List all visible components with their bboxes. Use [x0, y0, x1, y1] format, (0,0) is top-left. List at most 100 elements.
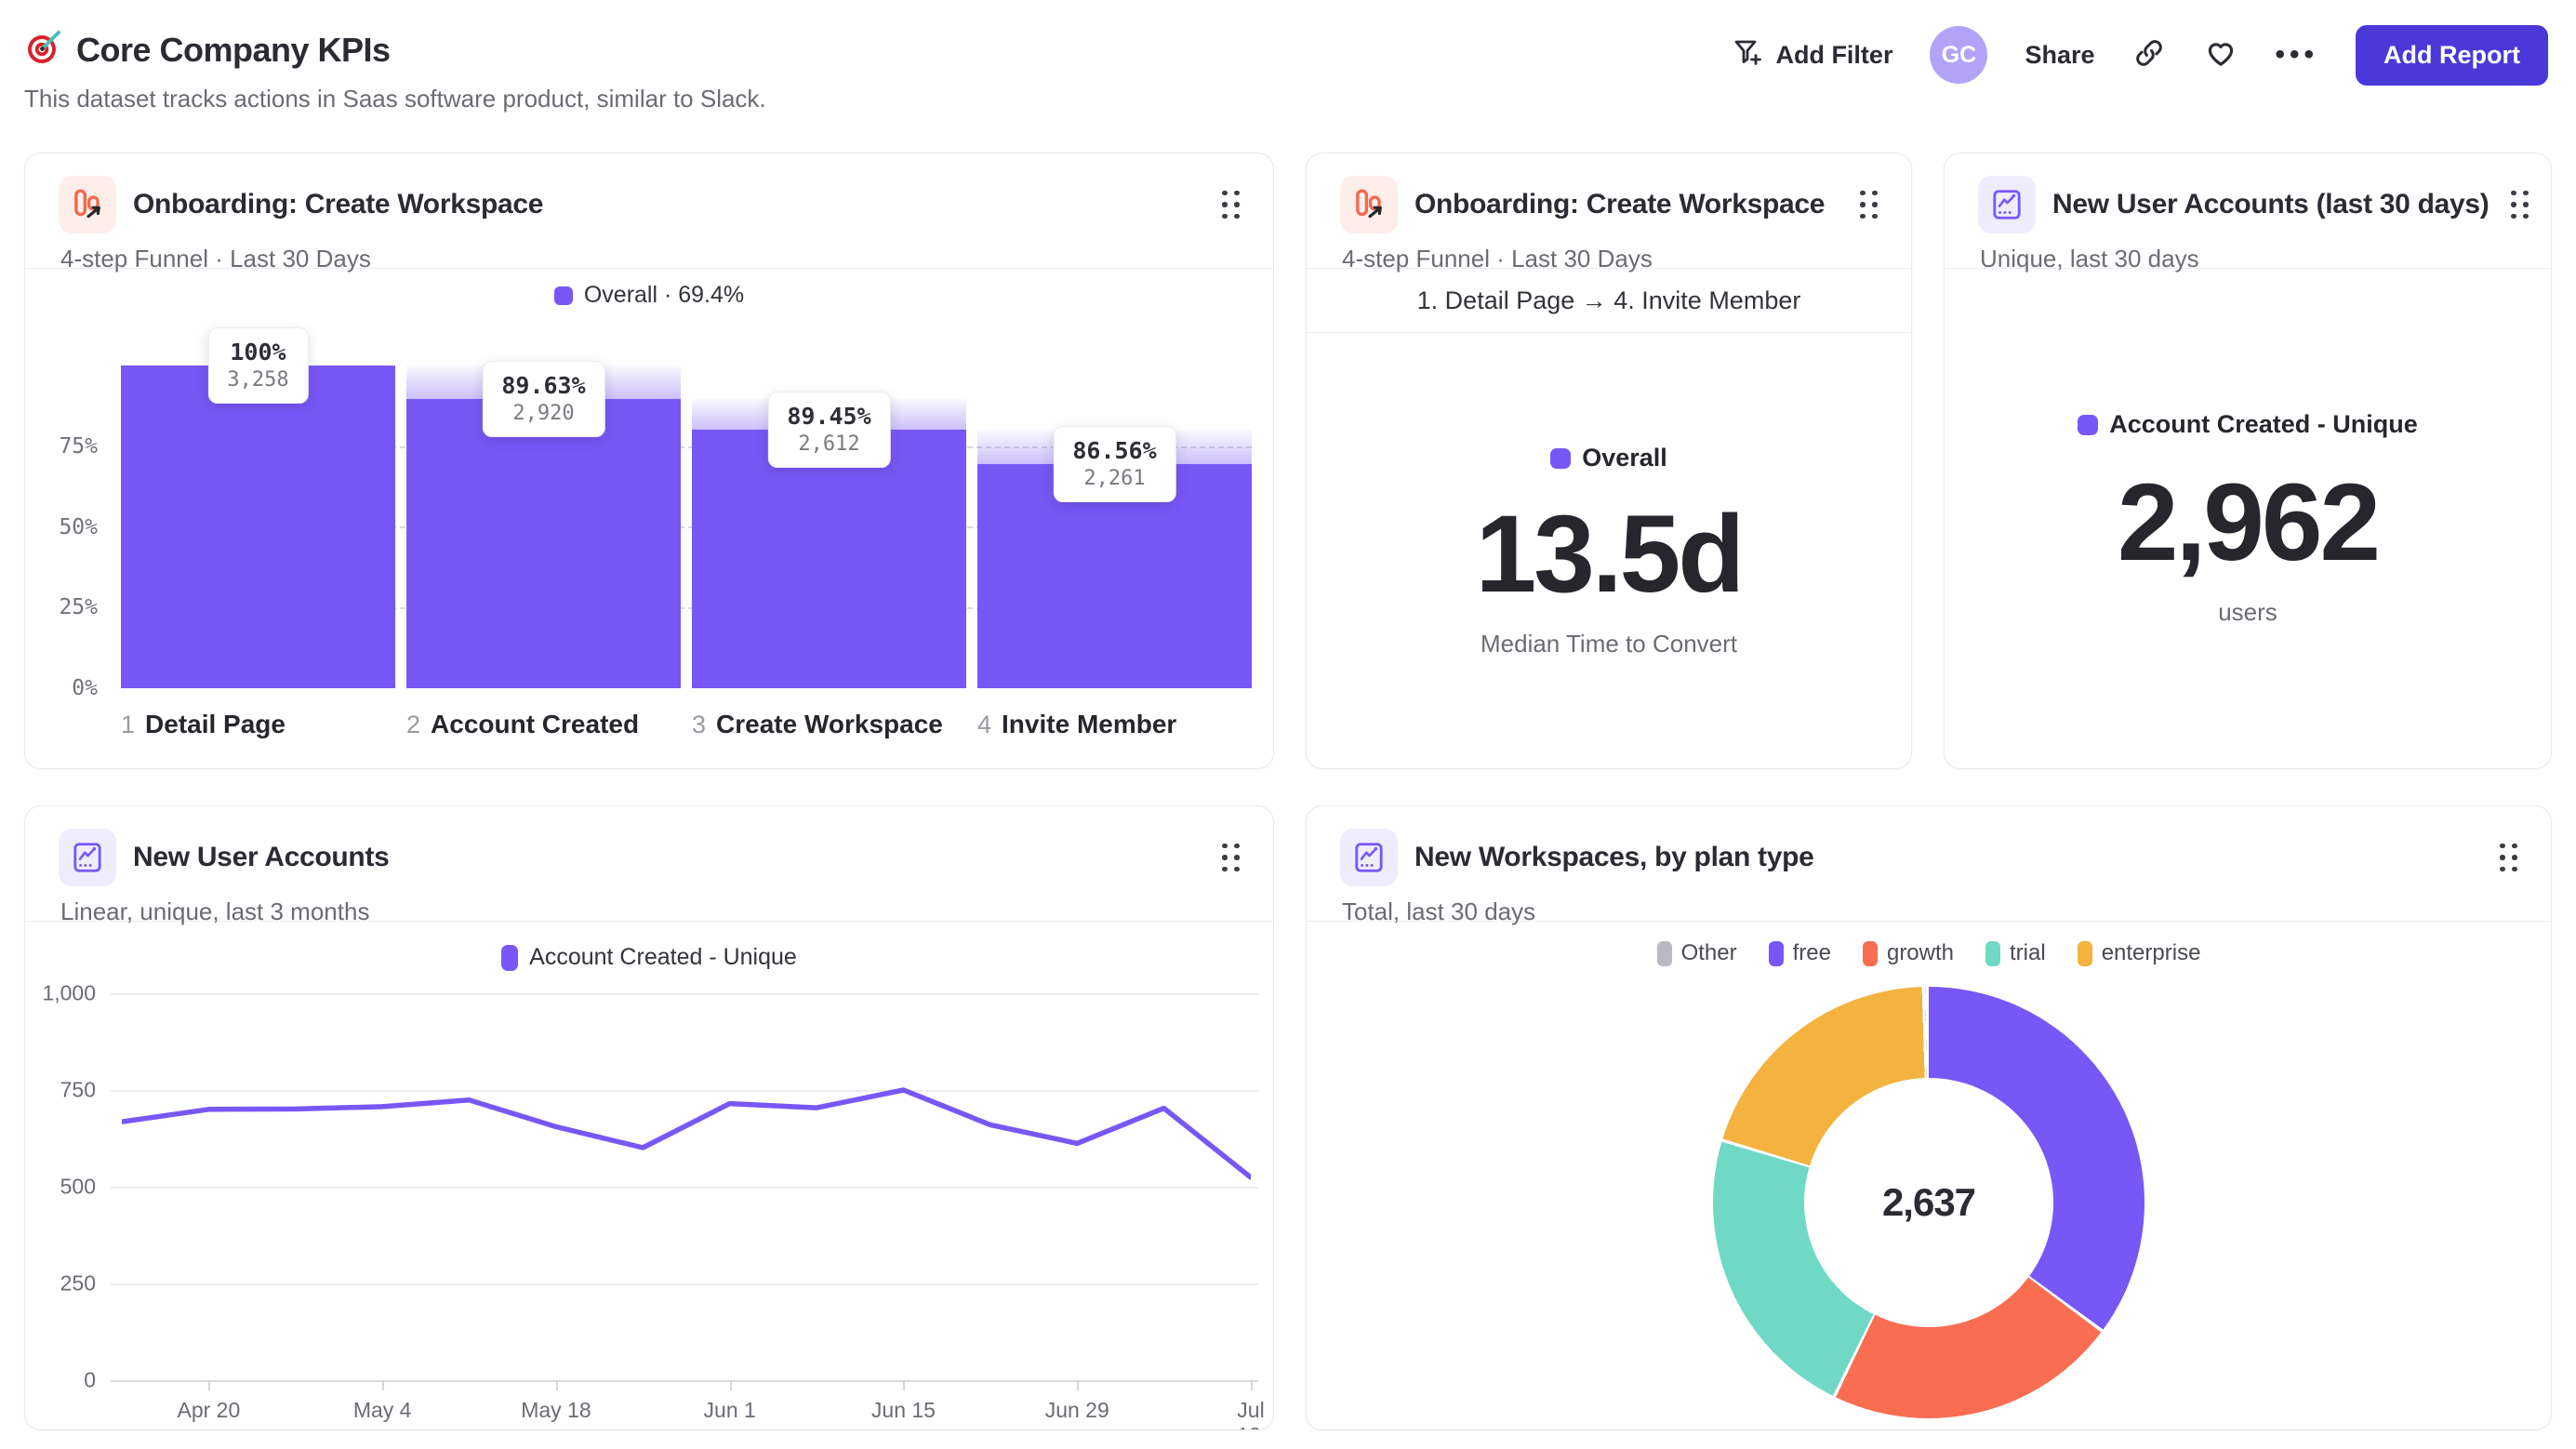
legend-swatch — [1550, 447, 1572, 469]
toolbar: Add Filter GC Share ••• Add Report — [1731, 22, 2548, 87]
x-tick-mark — [382, 1380, 385, 1390]
new-user-accounts-card: New User Accounts (last 30 days) Unique,… — [1944, 153, 2552, 769]
funnel-legend[interactable]: Overall · 69.4% — [25, 282, 1273, 309]
funnel-card-header: Onboarding: Create Workspace 4-step Funn… — [25, 153, 1273, 273]
step-label-1: 1 Detail Page — [121, 710, 285, 738]
drag-handle-icon[interactable] — [1216, 185, 1245, 225]
funnel-bar-invite-member[interactable]: 86.56% 2,261 — [977, 366, 1252, 688]
donut-card-title: New Workspaces, by plan type — [1414, 842, 1814, 872]
bignum-card-header: New User Accounts (last 30 days) Unique,… — [1945, 153, 2551, 273]
x-tick-mark — [729, 1380, 732, 1390]
funnel-value-label: 100% 3,258 — [207, 327, 309, 404]
funnel-value-label: 89.45% 2,612 — [767, 391, 891, 468]
trend-legend-label: Account Created - Unique — [529, 944, 797, 970]
legend-swatch — [2078, 414, 2099, 435]
funnel-card-title: Onboarding: Create Workspace — [133, 189, 544, 219]
page-title: Core Company KPIs — [76, 30, 391, 69]
funnel-value-label: 86.56% 2,261 — [1053, 426, 1176, 503]
target-dart-icon — [24, 28, 63, 72]
legend-item-other[interactable]: Other — [1656, 940, 1737, 966]
trend-gridlines — [111, 993, 1258, 1382]
x-tick-mark — [555, 1380, 558, 1390]
trend-x-label: Jun 15 — [870, 1398, 936, 1422]
legend-swatch — [1656, 940, 1672, 966]
bignum-card-subtitle: Unique, last 30 days — [1980, 245, 2199, 273]
add-filter-label: Add Filter — [1775, 40, 1893, 69]
gridline-25 — [121, 607, 1252, 609]
median-caption: Median Time to Convert — [1480, 630, 1737, 658]
drag-handle-icon[interactable] — [2494, 838, 2523, 878]
trend-x-label: Apr 20 — [177, 1398, 241, 1422]
bignum-caption-wrap: users — [1945, 598, 2551, 627]
copy-link-icon[interactable] — [2132, 36, 2166, 74]
trend-x-label: May 18 — [521, 1398, 591, 1422]
insights-chart-icon — [1340, 829, 1398, 886]
trend-legend[interactable]: Account Created - Unique — [25, 944, 1273, 971]
step-label-3: 3 Create Workspace — [692, 710, 943, 738]
trend-card-subtitle: Linear, unique, last 3 months — [60, 897, 370, 925]
median-card-title: Onboarding: Create Workspace — [1414, 189, 1826, 219]
funnel-bar-account-created[interactable]: 89.63% 2,920 — [406, 360, 681, 688]
page-header: Core Company KPIs This dataset tracks ac… — [24, 28, 766, 113]
bignum-value-wrap: 2,962 — [1945, 468, 2551, 578]
funnel-bar-detail-page[interactable]: 100% 3,258 — [121, 327, 395, 688]
filter-plus-icon — [1731, 35, 1764, 75]
legend-item-growth[interactable]: growth — [1862, 940, 1954, 966]
gridline-50 — [121, 526, 1252, 528]
funnel-step-range: 1. Detail Page → 4. Invite Member — [1307, 269, 1911, 333]
insights-chart-icon — [59, 829, 116, 886]
funnel-bar-create-workspace[interactable]: 89.45% 2,612 — [692, 366, 966, 688]
new-users-value: 2,962 — [2117, 461, 2381, 584]
workspaces-by-plan-card: New Workspaces, by plan type Total, last… — [1306, 805, 2552, 1430]
legend-swatch — [1768, 940, 1784, 966]
donut-card-header: New Workspaces, by plan type Total, last… — [1307, 806, 2551, 925]
new-user-accounts-trend-card: New User Accounts Linear, unique, last 3… — [24, 805, 1274, 1430]
share-button[interactable]: Share — [2025, 41, 2094, 70]
plan-donut-chart[interactable]: 2,637 — [1713, 987, 2144, 1418]
donut-card-subtitle: Total, last 30 days — [1342, 897, 1536, 925]
legend-item-trial[interactable]: trial — [1985, 940, 2046, 966]
add-filter-button[interactable]: Add Filter — [1731, 35, 1892, 75]
legend-swatch — [1985, 940, 2001, 966]
median-card-subtitle: 4-step Funnel · Last 30 Days — [1342, 245, 1653, 273]
legend-item-enterprise[interactable]: enterprise — [2077, 940, 2200, 966]
trend-line-chart[interactable] — [122, 993, 1251, 1380]
trend-x-label: Jun 29 — [1044, 1398, 1109, 1422]
trend-card-header: New User Accounts Linear, unique, last 3… — [25, 806, 1273, 925]
step-label-2: 2 Account Created — [406, 710, 640, 738]
plan-legend-row: Other free growth trial enterprise — [1307, 940, 2551, 966]
legend-swatch — [1862, 940, 1878, 966]
funnel-legend-label: Overall · 69.4% — [583, 282, 745, 308]
add-report-button[interactable]: Add Report — [2356, 24, 2548, 86]
gridline-75 — [121, 446, 1252, 448]
new-users-unit: users — [2218, 598, 2277, 626]
drag-handle-icon[interactable] — [1216, 838, 1245, 878]
median-legend[interactable]: Overall — [1307, 444, 1911, 472]
trend-x-label: May 4 — [352, 1398, 412, 1422]
x-tick-mark — [208, 1380, 211, 1390]
favorite-heart-icon[interactable] — [2203, 35, 2238, 75]
bignum-legend[interactable]: Account Created - Unique — [1945, 410, 2551, 439]
funnel-y-axis: 75% 50% 25% 0% — [59, 433, 98, 700]
median-card-header: Onboarding: Create Workspace 4-step Funn… — [1307, 153, 1911, 273]
median-time-card: Onboarding: Create Workspace 4-step Funn… — [1306, 153, 1912, 769]
funnel-chart: 100% 3,258 89.63% 2,920 89.45% 2,612 86.56%… — [121, 327, 1252, 688]
share-label: Share — [2025, 40, 2095, 69]
more-options-icon[interactable]: ••• — [2275, 39, 2319, 70]
legend-swatch — [2077, 940, 2092, 966]
step-label-4: 4 Invite Member — [977, 710, 1177, 738]
bignum-card-title: New User Accounts (last 30 days) — [2052, 189, 2490, 219]
user-avatar[interactable]: GC — [1930, 26, 1988, 84]
funnel-card-subtitle: 4-step Funnel · Last 30 Days — [60, 245, 371, 273]
median-legend-label: Overall — [1582, 444, 1667, 472]
median-caption-wrap: Median Time to Convert — [1307, 630, 1911, 658]
trend-y-axis: 1,000 750 500 250 0 — [42, 980, 96, 1392]
drag-handle-icon[interactable] — [2505, 185, 2534, 225]
funnel-step-labels: 1 Detail Page 2 Account Created 3 Create Wo… — [121, 710, 1252, 739]
median-value-wrap: 13.5d — [1307, 499, 1911, 609]
trend-card-title: New User Accounts — [133, 842, 390, 872]
donut-center: 2,637 — [1804, 1078, 2053, 1327]
legend-item-free[interactable]: free — [1768, 940, 1831, 966]
legend-swatch — [501, 944, 519, 971]
drag-handle-icon[interactable] — [1854, 185, 1883, 225]
